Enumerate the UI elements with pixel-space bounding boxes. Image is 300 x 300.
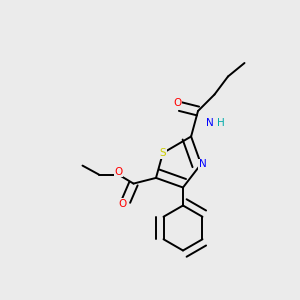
Text: O: O: [114, 167, 123, 177]
Text: O: O: [173, 98, 181, 109]
Text: N: N: [206, 118, 213, 128]
Text: S: S: [160, 148, 166, 158]
Text: N: N: [199, 159, 206, 169]
Text: H: H: [217, 118, 224, 128]
Text: O: O: [119, 199, 127, 209]
